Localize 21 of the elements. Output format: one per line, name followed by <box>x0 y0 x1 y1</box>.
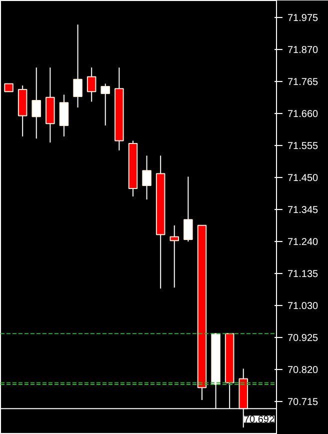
candlestick <box>184 176 193 242</box>
y-tick-label: 71.555 <box>288 141 319 152</box>
y-tick-label: 71.450 <box>288 173 319 184</box>
y-tick-label: 71.240 <box>288 237 319 248</box>
y-tick-label: 71.135 <box>288 269 319 280</box>
candlestick <box>100 83 110 126</box>
y-tick-label: 71.030 <box>288 301 319 312</box>
candlestick <box>142 155 152 200</box>
y-tick-label: 70.925 <box>288 333 319 344</box>
y-tick-label: 71.345 <box>288 205 319 216</box>
y-tick-label: 71.765 <box>288 77 319 88</box>
y-tick-label: 71.975 <box>288 13 319 24</box>
candlestick <box>59 94 69 137</box>
candlestick <box>32 67 42 140</box>
candlestick <box>86 67 96 102</box>
y-tick-label: 71.660 <box>288 109 319 120</box>
y-tick-label: 70.715 <box>288 397 319 408</box>
candlestick <box>170 224 180 288</box>
candlestick <box>73 24 82 108</box>
y-tick-label: 70.820 <box>288 365 319 376</box>
y-tick-label: 71.870 <box>288 45 319 56</box>
